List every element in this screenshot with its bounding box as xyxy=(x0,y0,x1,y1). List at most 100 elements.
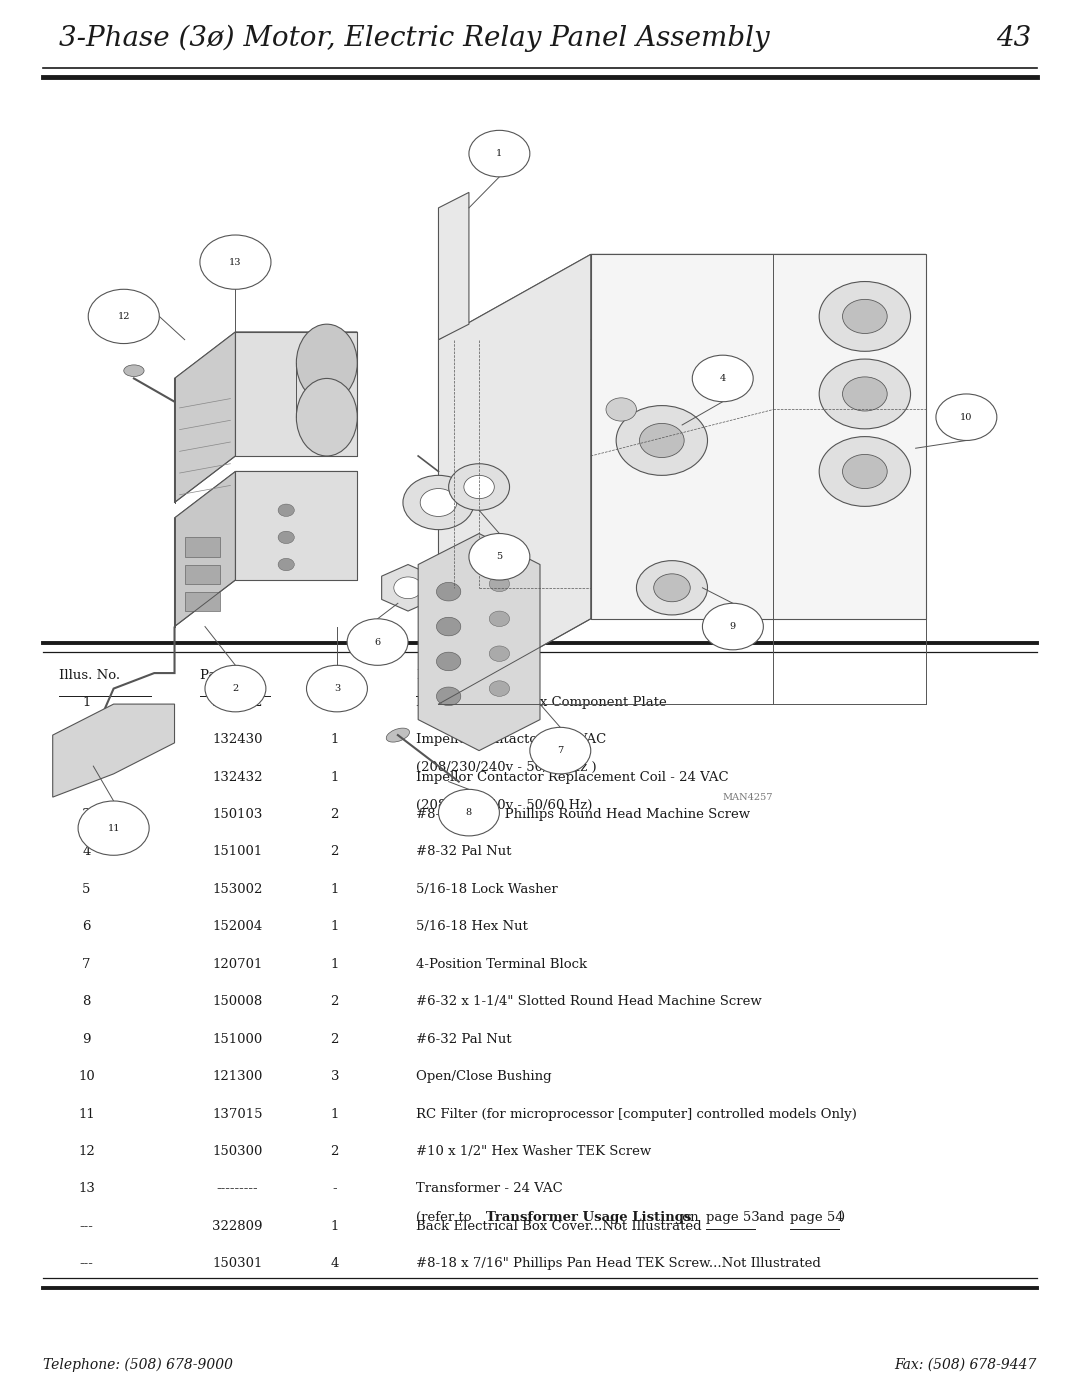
Text: 150301: 150301 xyxy=(213,1257,262,1270)
Text: 153002: 153002 xyxy=(213,883,262,895)
Circle shape xyxy=(819,437,910,506)
Text: Impellor Contactor Replacement Coil - 24 VAC: Impellor Contactor Replacement Coil - 24… xyxy=(416,771,728,784)
Text: 43: 43 xyxy=(996,25,1031,52)
Text: 4: 4 xyxy=(719,374,726,383)
Circle shape xyxy=(819,282,910,351)
Bar xyxy=(185,592,220,610)
Circle shape xyxy=(89,289,160,344)
Text: 13: 13 xyxy=(229,257,242,267)
Circle shape xyxy=(307,665,367,712)
Text: 1: 1 xyxy=(497,149,502,158)
Text: Back Electrical Box Component Plate: Back Electrical Box Component Plate xyxy=(416,696,666,708)
Text: 137015: 137015 xyxy=(213,1108,262,1120)
Circle shape xyxy=(205,665,266,712)
Circle shape xyxy=(606,398,636,420)
Text: (208/230/240v - 50/60 Hz ): (208/230/240v - 50/60 Hz ) xyxy=(416,761,596,774)
Polygon shape xyxy=(438,254,926,339)
Text: 2: 2 xyxy=(330,1146,339,1158)
Circle shape xyxy=(347,619,408,665)
Text: Part No.: Part No. xyxy=(200,669,256,682)
Text: ): ) xyxy=(839,1210,845,1224)
Circle shape xyxy=(394,577,422,599)
Text: 2: 2 xyxy=(330,807,339,821)
Text: 12: 12 xyxy=(78,1146,95,1158)
Text: 1: 1 xyxy=(330,1108,339,1120)
Text: on: on xyxy=(677,1210,702,1224)
Polygon shape xyxy=(175,472,357,518)
Text: ---: --- xyxy=(80,1257,93,1270)
Bar xyxy=(185,538,220,557)
Text: 2: 2 xyxy=(82,733,91,746)
Text: and: and xyxy=(755,1210,788,1224)
Text: #6-32 x 1-1/4" Slotted Round Head Machine Screw: #6-32 x 1-1/4" Slotted Round Head Machin… xyxy=(416,995,761,1009)
Text: 2: 2 xyxy=(232,685,239,693)
Text: 150103: 150103 xyxy=(213,807,262,821)
Text: 150008: 150008 xyxy=(213,995,262,1009)
Text: 11: 11 xyxy=(107,824,120,833)
Circle shape xyxy=(278,559,295,571)
Text: 5/16-18 Lock Washer: 5/16-18 Lock Washer xyxy=(416,883,557,895)
Circle shape xyxy=(616,405,707,475)
Text: 5: 5 xyxy=(497,552,502,562)
Circle shape xyxy=(78,800,149,855)
Polygon shape xyxy=(235,472,357,580)
Polygon shape xyxy=(175,332,235,503)
Text: 3: 3 xyxy=(330,1070,339,1083)
Circle shape xyxy=(436,687,461,705)
Text: 9: 9 xyxy=(730,622,735,631)
Text: 2: 2 xyxy=(330,845,339,859)
Text: #6-32 Pal Nut: #6-32 Pal Nut xyxy=(416,1032,512,1046)
Text: 4: 4 xyxy=(330,1257,339,1270)
Circle shape xyxy=(636,560,707,615)
Text: RC Filter (for microprocessor [computer] controlled models Only): RC Filter (for microprocessor [computer]… xyxy=(416,1108,856,1120)
Circle shape xyxy=(639,423,684,458)
Text: Back Electrical Box Cover...Not Illustrated: Back Electrical Box Cover...Not Illustra… xyxy=(416,1220,701,1234)
Circle shape xyxy=(278,504,295,517)
Text: ---------: --------- xyxy=(217,1182,258,1196)
Circle shape xyxy=(489,680,510,696)
Text: 1: 1 xyxy=(330,921,339,933)
Text: 1: 1 xyxy=(82,696,91,708)
Text: #8-32 x 3/4" Phillips Round Head Machine Screw: #8-32 x 3/4" Phillips Round Head Machine… xyxy=(416,807,750,821)
Text: (refer to: (refer to xyxy=(416,1210,475,1224)
Text: 7: 7 xyxy=(557,746,564,756)
Circle shape xyxy=(420,489,457,517)
Text: Fax: (508) 678-9447: Fax: (508) 678-9447 xyxy=(894,1358,1037,1372)
Polygon shape xyxy=(53,704,175,798)
Text: 2: 2 xyxy=(330,1032,339,1046)
Text: 9: 9 xyxy=(82,1032,91,1046)
Circle shape xyxy=(436,652,461,671)
Text: Transformer - 24 VAC: Transformer - 24 VAC xyxy=(416,1182,563,1196)
Circle shape xyxy=(448,464,510,510)
Circle shape xyxy=(819,359,910,429)
Polygon shape xyxy=(235,332,357,455)
Text: Open/Close Bushing: Open/Close Bushing xyxy=(416,1070,552,1083)
Circle shape xyxy=(403,475,474,529)
Text: #8-18 x 7/16" Phillips Pan Head TEK Screw...Not Illustrated: #8-18 x 7/16" Phillips Pan Head TEK Scre… xyxy=(416,1257,821,1270)
Text: 151001: 151001 xyxy=(213,845,262,859)
Text: 7: 7 xyxy=(82,958,91,971)
Circle shape xyxy=(200,235,271,289)
Polygon shape xyxy=(175,332,357,379)
Text: 8: 8 xyxy=(82,995,91,1009)
Text: 11: 11 xyxy=(78,1108,95,1120)
Text: Illus. No.: Illus. No. xyxy=(59,669,121,682)
Text: 1: 1 xyxy=(330,1220,339,1234)
Circle shape xyxy=(653,574,690,602)
Text: 3: 3 xyxy=(334,685,340,693)
Circle shape xyxy=(842,299,887,334)
Text: 1: 1 xyxy=(330,958,339,971)
Circle shape xyxy=(438,789,499,835)
Polygon shape xyxy=(175,472,235,626)
Circle shape xyxy=(436,583,461,601)
Text: #8-32 Pal Nut: #8-32 Pal Nut xyxy=(416,845,511,859)
Text: 152004: 152004 xyxy=(213,921,262,933)
Text: MAN4257: MAN4257 xyxy=(723,792,773,802)
Circle shape xyxy=(464,475,495,499)
Text: Transformer Usage Listings: Transformer Usage Listings xyxy=(486,1210,691,1224)
Circle shape xyxy=(842,377,887,411)
Circle shape xyxy=(436,617,461,636)
Circle shape xyxy=(702,604,764,650)
Circle shape xyxy=(469,130,530,177)
Text: -: - xyxy=(333,1182,337,1196)
